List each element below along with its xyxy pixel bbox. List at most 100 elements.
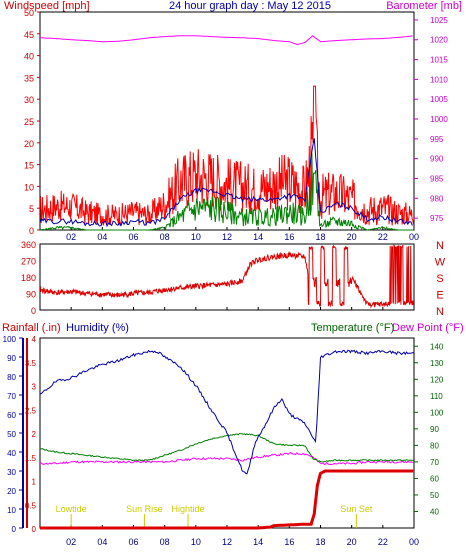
rainfall-tick-label: 2 [32, 430, 37, 439]
x-tick-label: 04 [97, 537, 107, 547]
wind-tick-label: 0 [29, 226, 34, 236]
rainfall-tick-label: 2.5 [25, 406, 37, 415]
temperature-axis-title: Temperature (°F) [311, 322, 394, 334]
humidity-tick-label: 90 [7, 354, 16, 363]
x-tick-label: 22 [378, 537, 388, 547]
barometer-axis-title: Barometer [mb] [386, 0, 462, 12]
temperature-tick-label: 50 [430, 491, 439, 500]
barometer-tick-label: 995 [430, 135, 444, 144]
barometer-tick-label: 1015 [430, 56, 448, 65]
x-tick-label: 14 [253, 537, 263, 547]
compass-label: E [436, 290, 443, 302]
humidity-tick-label: 60 [7, 411, 16, 420]
barometer-tick-label: 1005 [430, 95, 448, 104]
temperature-tick-label: 60 [430, 474, 439, 483]
direction-tick-label: 180 [21, 273, 36, 283]
rainfall-tick-label: 4 [32, 335, 37, 344]
event-label: Hightide [172, 504, 205, 514]
wind-tick-label: 20 [24, 139, 34, 149]
rainfall-axis-title: Rainfall (.in) [2, 322, 61, 334]
direction-tick-label: 90 [26, 290, 36, 300]
wind-low-line [39, 152, 414, 231]
wind-tick-label: 45 [24, 30, 34, 40]
barometer-tick-label: 1000 [430, 115, 448, 124]
compass-label: S [436, 273, 443, 285]
humidity-tick-label: 50 [7, 430, 16, 439]
rainfall-tick-label: 0 [32, 525, 37, 534]
temperature-tick-label: 40 [430, 507, 439, 516]
x-tick-label: 08 [160, 537, 170, 547]
x-tick-label: 12 [222, 537, 232, 547]
humidity-tick-label: 30 [7, 468, 16, 477]
x-tick-label: 22 [378, 232, 388, 242]
panel-frame [39, 243, 415, 311]
wind-axis-title: Windspeed [mph] [4, 0, 90, 12]
barometer-tick-label: 980 [430, 194, 444, 203]
humidity-tick-label: 0 [12, 525, 17, 534]
rainfall-tick-label: 1.5 [25, 454, 37, 463]
barometer-tick-label: 990 [430, 155, 444, 164]
wind-gust-line [39, 85, 415, 226]
rainfall-tick-label: 0.5 [25, 501, 37, 510]
x-tick-label: 06 [128, 232, 138, 242]
barometer-tick-label: 1020 [430, 36, 448, 45]
x-tick-label: 10 [191, 232, 201, 242]
humidity-tick-label: 100 [3, 335, 17, 344]
event-label: Lowtide [56, 504, 87, 514]
x-tick-label: 20 [347, 537, 357, 547]
x-tick-label: 20 [347, 232, 357, 242]
x-tick-label: 06 [128, 537, 138, 547]
wind-average-line [39, 138, 413, 228]
wind-tick-label: 40 [24, 52, 34, 62]
humidity-tick-label: 40 [7, 449, 16, 458]
barometer-tick-label: 985 [430, 174, 444, 183]
x-tick-label: 10 [191, 537, 201, 547]
wind-tick-label: 30 [24, 95, 34, 105]
rainfall-tick-label: 3.5 [25, 359, 37, 368]
compass-label: N [436, 240, 444, 252]
x-tick-label: 18 [315, 232, 325, 242]
x-tick-label: 08 [160, 232, 170, 242]
wind-tick-label: 25 [24, 117, 34, 127]
barometer-tick-label: 1010 [430, 75, 448, 84]
humidity-tick-label: 70 [7, 392, 16, 401]
dewpoint-axis-title: Dew Point (°F) [392, 322, 464, 334]
compass-label: N [436, 306, 444, 318]
humidity-tick-label: 80 [7, 373, 16, 382]
compass-label: W [435, 257, 446, 269]
x-tick-label: 00 [409, 537, 419, 547]
rainfall-line [40, 469, 414, 530]
humidity-tick-label: 10 [7, 506, 16, 515]
wind-tick-label: 10 [24, 182, 34, 192]
temperature-tick-label: 80 [430, 441, 439, 450]
temperature-tick-label: 120 [430, 375, 444, 384]
humidity-axis-title: Humidity (%) [66, 322, 129, 334]
wind-direction-line [39, 244, 414, 309]
temperature-tick-label: 70 [430, 458, 439, 467]
temperature-line [39, 432, 415, 463]
rainfall-tick-label: 1 [32, 478, 37, 487]
direction-tick-label: 360 [21, 240, 36, 250]
event-label: Sun Rise [126, 504, 163, 514]
barometer-tick-label: 975 [430, 214, 444, 223]
temperature-tick-label: 90 [430, 425, 439, 434]
dewpoint-line [39, 452, 415, 466]
wind-tick-label: 50 [24, 8, 34, 18]
temperature-tick-label: 140 [430, 342, 444, 351]
x-tick-label: 02 [66, 537, 76, 547]
barometer-line [40, 35, 413, 46]
chart-title: 24 hour graph day : May 12 2015 [169, 0, 331, 12]
temperature-tick-label: 110 [430, 392, 443, 401]
wind-tick-label: 35 [24, 73, 34, 83]
x-tick-label: 12 [222, 232, 232, 242]
x-tick-label: 04 [97, 232, 107, 242]
x-tick-label: 16 [284, 537, 294, 547]
wind-tick-label: 15 [24, 161, 34, 171]
x-tick-label: 14 [253, 232, 263, 242]
humidity-tick-label: 20 [7, 487, 16, 496]
wind-tick-label: 5 [29, 204, 34, 214]
rainfall-tick-label: 3 [32, 383, 37, 392]
direction-tick-label: 270 [21, 257, 36, 267]
